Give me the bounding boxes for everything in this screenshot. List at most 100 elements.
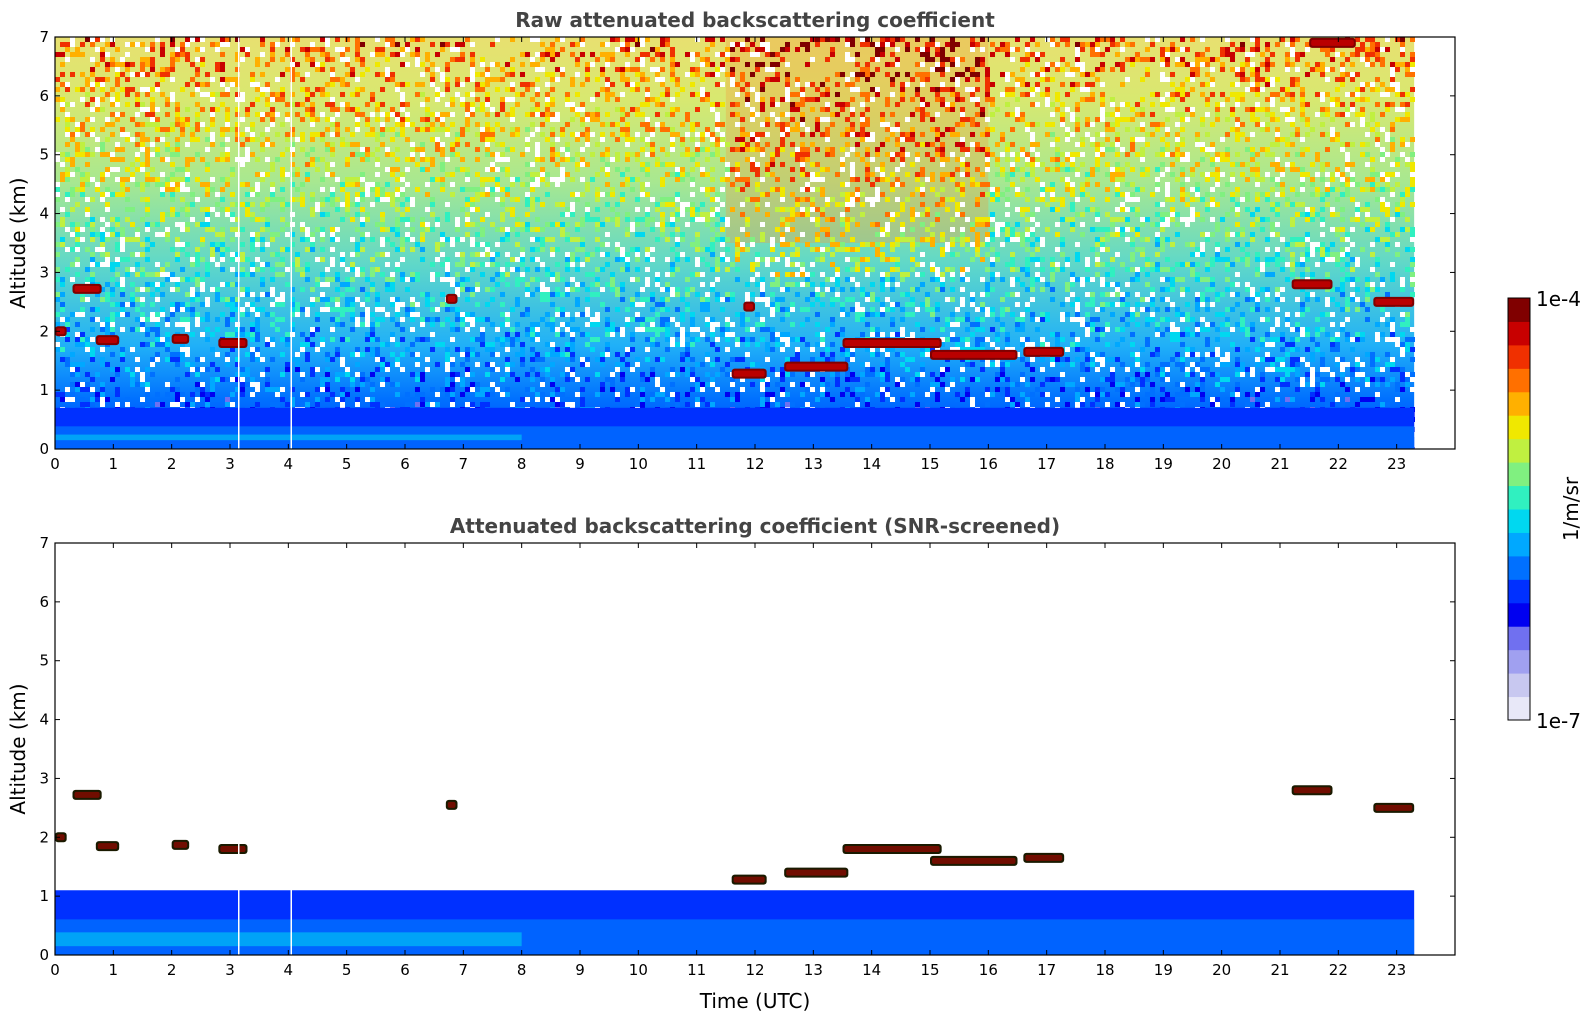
- noise-cell: [455, 237, 460, 242]
- noise-cell: [135, 252, 140, 257]
- noise-cell: [240, 202, 245, 207]
- noise-cell: [705, 262, 710, 267]
- noise-cell: [470, 207, 475, 212]
- noise-cell: [720, 37, 725, 42]
- noise-cell: [60, 162, 65, 167]
- noise-cell: [405, 42, 410, 47]
- noise-cell: [725, 347, 730, 352]
- noise-cell: [80, 237, 85, 242]
- noise-cell: [780, 372, 785, 377]
- noise-cell: [200, 107, 205, 112]
- noise-cell: [120, 72, 125, 77]
- noise-cell: [90, 307, 95, 312]
- noise-cell: [425, 397, 430, 402]
- noise-cell: [80, 292, 85, 297]
- noise-cell: [635, 82, 640, 87]
- noise-cell: [55, 342, 60, 347]
- noise-cell: [745, 317, 750, 322]
- noise-cell: [595, 197, 600, 202]
- noise-cell: [485, 147, 490, 152]
- noise-cell: [475, 157, 480, 162]
- noise-cell: [390, 337, 395, 342]
- heatmap-area: [55, 37, 1415, 449]
- noise-cell: [285, 342, 290, 347]
- noise-cell: [755, 147, 760, 152]
- noise-cell: [680, 337, 685, 342]
- noise-cell: [445, 82, 450, 87]
- noise-cell: [365, 307, 370, 312]
- noise-cell: [465, 112, 470, 117]
- noise-cell: [115, 242, 120, 247]
- noise-cell: [455, 372, 460, 377]
- noise-cell: [255, 237, 260, 242]
- noise-cell: [480, 332, 485, 337]
- noise-cell: [305, 227, 310, 232]
- noise-cell: [310, 372, 315, 377]
- noise-cell: [365, 347, 370, 352]
- noise-cell: [565, 122, 570, 127]
- noise-cell: [560, 307, 565, 312]
- noise-cell: [110, 112, 115, 117]
- noise-cell: [795, 292, 800, 297]
- noise-cell: [330, 147, 335, 152]
- noise-cell: [760, 282, 765, 287]
- noise-cell: [410, 237, 415, 242]
- noise-cell: [210, 287, 215, 292]
- noise-cell: [120, 282, 125, 287]
- noise-cell: [190, 292, 195, 297]
- noise-cell: [595, 317, 600, 322]
- noise-cell: [375, 302, 380, 307]
- noise-cell: [705, 297, 710, 302]
- noise-cell: [375, 117, 380, 122]
- noise-cell: [455, 42, 460, 47]
- noise-cell: [640, 327, 645, 332]
- noise-cell: [115, 272, 120, 277]
- noise-cell: [320, 87, 325, 92]
- noise-cell: [505, 372, 510, 377]
- noise-cell: [200, 62, 205, 67]
- noise-cell: [235, 57, 240, 62]
- noise-cell: [270, 142, 275, 147]
- noise-cell: [755, 132, 760, 137]
- noise-cell: [790, 262, 795, 267]
- noise-cell: [790, 252, 795, 257]
- noise-cell: [560, 47, 565, 52]
- noise-cell: [140, 142, 145, 147]
- noise-cell: [310, 137, 315, 142]
- noise-cell: [715, 52, 720, 57]
- noise-cell: [85, 222, 90, 227]
- noise-cell: [565, 322, 570, 327]
- noise-cell: [750, 72, 755, 77]
- noise-cell: [295, 62, 300, 67]
- noise-cell: [405, 207, 410, 212]
- noise-cell: [485, 252, 490, 257]
- noise-cell: [305, 112, 310, 117]
- noise-cell: [110, 367, 115, 372]
- noise-cell: [170, 197, 175, 202]
- noise-cell: [240, 267, 245, 272]
- noise-cell: [515, 322, 520, 327]
- noise-cell: [450, 392, 455, 397]
- noise-cell: [570, 117, 575, 122]
- noise-cell: [250, 127, 255, 132]
- noise-cell: [535, 87, 540, 92]
- noise-cell: [770, 332, 775, 337]
- noise-cell: [275, 302, 280, 307]
- noise-cell: [175, 387, 180, 392]
- noise-cell: [170, 277, 175, 282]
- noise-cell: [685, 152, 690, 157]
- noise-cell: [140, 322, 145, 327]
- noise-cell: [485, 242, 490, 247]
- noise-cell: [765, 392, 770, 397]
- noise-cell: [275, 317, 280, 322]
- noise-cell: [290, 57, 295, 62]
- noise-cell: [345, 307, 350, 312]
- noise-cell: [740, 87, 745, 92]
- noise-cell: [135, 182, 140, 187]
- noise-cell: [615, 97, 620, 102]
- noise-cell: [705, 352, 710, 357]
- noise-cell: [625, 257, 630, 262]
- noise-cell: [480, 337, 485, 342]
- noise-cell: [770, 272, 775, 277]
- noise-cell: [150, 67, 155, 72]
